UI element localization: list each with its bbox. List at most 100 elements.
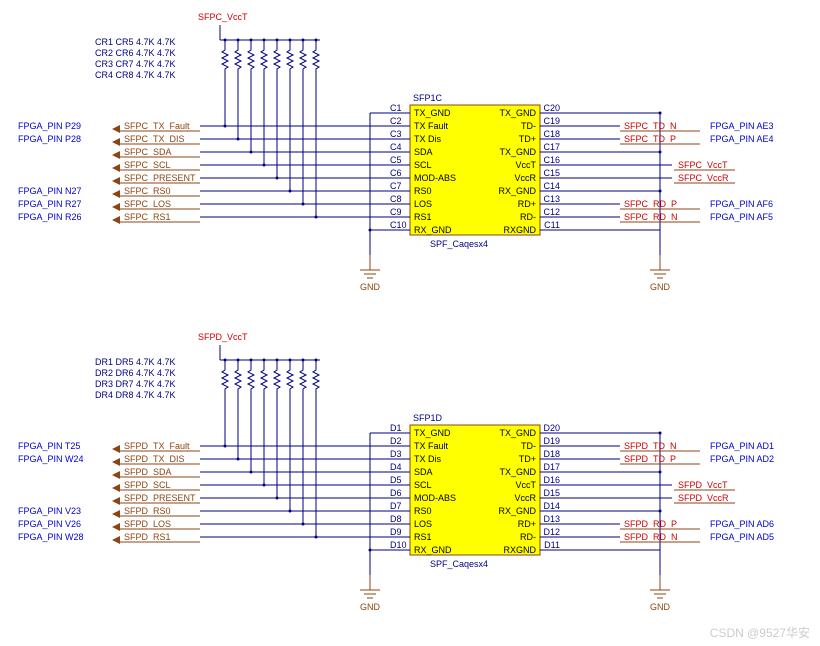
svg-text:SFPC_PRESENT: SFPC_PRESENT: [124, 173, 196, 183]
svg-text:SFPC_SCL: SFPC_SCL: [124, 160, 171, 170]
svg-text:C3: C3: [390, 129, 402, 139]
svg-text:D20: D20: [543, 423, 560, 433]
svg-text:RD+: RD+: [518, 199, 536, 209]
svg-text:SFPD_TD_N: SFPD_TD_N: [624, 441, 677, 451]
svg-text:SFPC_VccT: SFPC_VccT: [198, 12, 248, 22]
svg-text:TD-: TD-: [521, 121, 536, 131]
svg-text:D3: D3: [390, 449, 402, 459]
svg-text:D12: D12: [543, 527, 560, 537]
svg-text:C12: C12: [543, 207, 560, 217]
svg-text:D11: D11: [544, 540, 560, 550]
svg-text:SFPC_VccT: SFPC_VccT: [678, 160, 728, 170]
svg-text:D7: D7: [390, 501, 402, 511]
svg-text:RX_GND: RX_GND: [498, 186, 536, 196]
svg-text:D2: D2: [390, 436, 402, 446]
svg-text:SFPD_SCL: SFPD_SCL: [124, 480, 171, 490]
svg-text:FPGA_PIN W28: FPGA_PIN W28: [18, 532, 84, 542]
svg-text:TX Fault: TX Fault: [414, 121, 449, 131]
svg-text:TD+: TD+: [519, 134, 536, 144]
svg-text:TX Fault: TX Fault: [414, 441, 449, 451]
svg-text:TD-: TD-: [521, 441, 536, 451]
svg-text:C4: C4: [390, 142, 402, 152]
svg-text:SFPD_VccT: SFPD_VccT: [678, 480, 728, 490]
svg-text:SFPD_TX_Fault: SFPD_TX_Fault: [124, 441, 190, 451]
svg-text:SFPC_RD_N: SFPC_RD_N: [624, 212, 678, 222]
svg-text:FPGA_PIN R27: FPGA_PIN R27: [18, 199, 82, 209]
svg-text:FPGA_PIN N27: FPGA_PIN N27: [18, 186, 82, 196]
svg-text:FPGA_PIN AF6: FPGA_PIN AF6: [710, 199, 773, 209]
svg-text:RS0: RS0: [414, 186, 432, 196]
svg-text:D5: D5: [390, 475, 402, 485]
svg-text:SFPD_RS0: SFPD_RS0: [124, 506, 171, 516]
svg-text:VccR: VccR: [514, 173, 536, 183]
svg-text:C14: C14: [543, 181, 560, 191]
svg-text:VccR: VccR: [514, 493, 536, 503]
svg-text:D1: D1: [390, 423, 402, 433]
svg-text:DR4 DR8 4.7K 4.7K: DR4 DR8 4.7K 4.7K: [95, 390, 176, 400]
svg-text:SFPC_RS0: SFPC_RS0: [124, 186, 171, 196]
svg-text:FPGA_PIN AE3: FPGA_PIN AE3: [710, 121, 774, 131]
svg-text:RXGND: RXGND: [503, 545, 536, 555]
svg-text:SFPC_TX_Fault: SFPC_TX_Fault: [124, 121, 190, 131]
svg-text:SFP1D: SFP1D: [413, 413, 443, 423]
svg-text:FPGA_PIN P29: FPGA_PIN P29: [18, 121, 81, 131]
svg-text:C16: C16: [543, 155, 560, 165]
svg-text:CR2 CR6 4.7K 4.7K: CR2 CR6 4.7K 4.7K: [95, 48, 176, 58]
svg-text:VccT: VccT: [515, 160, 536, 170]
svg-text:FPGA_PIN AE4: FPGA_PIN AE4: [710, 134, 774, 144]
svg-text:C19: C19: [543, 116, 560, 126]
svg-text:D8: D8: [390, 514, 402, 524]
svg-text:D9: D9: [390, 527, 402, 537]
svg-text:D14: D14: [543, 501, 560, 511]
svg-text:FPGA_PIN V26: FPGA_PIN V26: [18, 519, 81, 529]
svg-text:C8: C8: [390, 194, 402, 204]
svg-text:FPGA_PIN AD6: FPGA_PIN AD6: [710, 519, 774, 529]
svg-text:TX_GND: TX_GND: [499, 108, 536, 118]
svg-text:C11: C11: [544, 220, 560, 230]
svg-text:RD-: RD-: [520, 212, 536, 222]
svg-text:TD+: TD+: [519, 454, 536, 464]
svg-text:GND: GND: [650, 282, 671, 292]
svg-text:SFPC_TD_N: SFPC_TD_N: [624, 121, 677, 131]
svg-text:D10: D10: [390, 540, 407, 550]
svg-text:SFPD_PRESENT: SFPD_PRESENT: [124, 493, 196, 503]
svg-text:SFPD_TD_P: SFPD_TD_P: [624, 454, 676, 464]
svg-text:SFPD_RD_P: SFPD_RD_P: [624, 519, 677, 529]
svg-text:C10: C10: [390, 220, 407, 230]
svg-text:D18: D18: [543, 449, 560, 459]
svg-text:RD+: RD+: [518, 519, 536, 529]
watermark: CSDN @9527华安: [710, 624, 810, 641]
svg-text:RS0: RS0: [414, 506, 432, 516]
svg-text:SFPD_RD_N: SFPD_RD_N: [624, 532, 678, 542]
svg-text:SFPC_LOS: SFPC_LOS: [124, 199, 171, 209]
svg-text:C13: C13: [543, 194, 560, 204]
svg-text:SFPD_VccT: SFPD_VccT: [198, 332, 248, 342]
svg-text:C5: C5: [390, 155, 402, 165]
svg-text:SFPD_RS1: SFPD_RS1: [124, 532, 171, 542]
svg-text:SFPD_LOS: SFPD_LOS: [124, 519, 171, 529]
svg-text:LOS: LOS: [414, 199, 432, 209]
svg-text:FPGA_PIN W24: FPGA_PIN W24: [18, 454, 84, 464]
svg-text:FPGA_PIN AD2: FPGA_PIN AD2: [710, 454, 774, 464]
svg-text:CR3 CR7 4.7K 4.7K: CR3 CR7 4.7K 4.7K: [95, 59, 176, 69]
svg-text:C9: C9: [390, 207, 402, 217]
svg-text:D13: D13: [543, 514, 560, 524]
svg-text:SFPC_RS1: SFPC_RS1: [124, 212, 171, 222]
svg-text:C18: C18: [543, 129, 560, 139]
svg-text:SFPD_TX_DIS: SFPD_TX_DIS: [124, 454, 185, 464]
svg-text:SFPC_VccR: SFPC_VccR: [678, 173, 729, 183]
svg-text:FPGA_PIN AD1: FPGA_PIN AD1: [710, 441, 774, 451]
svg-text:D6: D6: [390, 488, 402, 498]
svg-text:SPF_Caqesx4: SPF_Caqesx4: [430, 559, 488, 569]
svg-text:FPGA_PIN AD5: FPGA_PIN AD5: [710, 532, 774, 542]
svg-text:FPGA_PIN V23: FPGA_PIN V23: [18, 506, 81, 516]
svg-text:C15: C15: [543, 168, 560, 178]
svg-text:RS1: RS1: [414, 532, 432, 542]
svg-text:MOD-ABS: MOD-ABS: [414, 493, 456, 503]
svg-text:D17: D17: [543, 462, 560, 472]
svg-text:SDA: SDA: [414, 467, 433, 477]
svg-text:RX_GND: RX_GND: [414, 225, 452, 235]
svg-text:DR1 DR5 4.7K 4.7K: DR1 DR5 4.7K 4.7K: [95, 357, 176, 367]
svg-text:RXGND: RXGND: [503, 225, 536, 235]
svg-text:TX Dis: TX Dis: [414, 134, 442, 144]
